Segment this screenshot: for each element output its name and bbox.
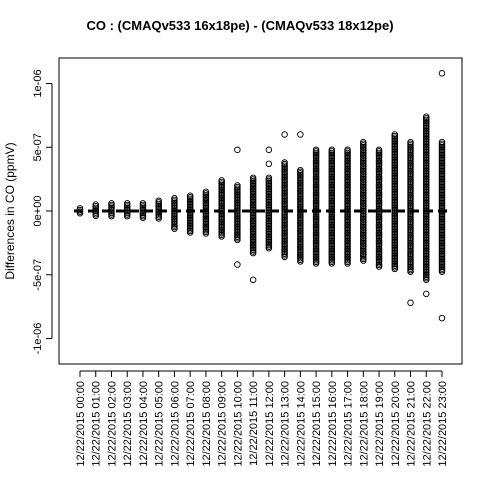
- x-tick-label: 12/22/2015 11:00: [248, 381, 260, 466]
- x-tick-label: 12/22/2015 01:00: [91, 381, 103, 467]
- data-point: [123, 212, 131, 220]
- data-point: [92, 212, 99, 220]
- y-axis: -1e-06 -5e-07 0e+00 5e-07 1e-06: [32, 69, 53, 355]
- x-tick-label: 12/22/2015 14:00: [295, 381, 307, 467]
- y-tick-label: -5e-07: [32, 259, 44, 291]
- outlier-point: [281, 131, 288, 138]
- outlier-point: [234, 146, 241, 154]
- data-point: [108, 212, 115, 220]
- data-point: [344, 260, 351, 267]
- x-tick-label: 12/22/2015 22:00: [421, 381, 433, 467]
- x-tick-label: 12/22/2015 08:00: [201, 381, 213, 467]
- x-axis: 12/22/2015 00:00 12/22/2015 01:00 12/22/20…: [75, 370, 449, 467]
- outlier-point: [423, 290, 430, 298]
- x-tick-label: 12/22/2015 15:00: [311, 381, 323, 467]
- data-point: [265, 244, 273, 252]
- x-tick-label: 12/22/2015 04:00: [138, 381, 150, 467]
- data-point: [297, 258, 304, 265]
- x-tick-label: 12/22/2015 00:00: [75, 381, 87, 467]
- data-point: [139, 214, 147, 221]
- data-point: [234, 236, 241, 244]
- data-point: [171, 225, 178, 232]
- data-point: [249, 249, 257, 257]
- plot-box: [58, 57, 463, 365]
- data-point: [218, 233, 225, 240]
- y-tick-label: 1e-06: [32, 69, 44, 97]
- outlier-point: [265, 146, 273, 154]
- x-tick-label: 12/22/2015 23:00: [437, 381, 449, 467]
- y-tick-label: 5e-07: [32, 133, 44, 161]
- x-tick-label: 12/22/2015 07:00: [185, 381, 197, 467]
- data-point: [186, 229, 194, 236]
- x-tick-label: 12/22/2015 13:00: [280, 381, 292, 467]
- x-tick-label: 12/22/2015 06:00: [169, 381, 181, 467]
- data-point: [312, 260, 320, 267]
- data-point: [202, 230, 210, 237]
- data-point: [423, 276, 430, 284]
- x-tick-label: 12/22/2015 18:00: [358, 381, 370, 467]
- x-tick-label: 12/22/2015 17:00: [343, 381, 355, 467]
- outlier-point: [249, 276, 257, 284]
- data-point: [391, 265, 399, 273]
- data-point: [438, 268, 446, 276]
- data-point: [375, 263, 383, 270]
- y-tick-label: -1e-06: [32, 323, 44, 355]
- y-axis-label: Differences in CO (ppmV): [3, 142, 17, 279]
- outlier-point: [234, 261, 241, 268]
- x-tick-label: 12/22/2015 12:00: [264, 381, 276, 467]
- x-tick-label: 12/22/2015 10:00: [232, 381, 244, 467]
- outlier-point: [438, 314, 446, 322]
- data-point: [155, 215, 162, 222]
- x-tick-label: 12/22/2015 20:00: [390, 381, 402, 467]
- data-points: [76, 70, 446, 322]
- x-tick-label: 12/22/2015 21:00: [406, 381, 418, 467]
- x-tick-label: 12/22/2015 03:00: [122, 381, 134, 467]
- data-point: [407, 268, 414, 276]
- x-tick-label: 12/22/2015 05:00: [154, 381, 166, 467]
- x-tick-label: 12/22/2015 02:00: [106, 381, 118, 467]
- outlier-point: [438, 70, 446, 77]
- outlier-point: [297, 131, 304, 138]
- data-point: [328, 260, 336, 267]
- data-point: [360, 257, 367, 264]
- chart-title: CO : (CMAQv533 16x18pe) - (CMAQv533 18x1…: [86, 18, 394, 33]
- outlier-point: [265, 160, 273, 168]
- x-tick-label: 12/22/2015 09:00: [217, 381, 229, 467]
- outlier-point: [407, 299, 414, 307]
- y-tick-label: 0e+00: [32, 196, 44, 227]
- x-tick-label: 12/22/2015 16:00: [327, 381, 339, 467]
- data-point: [281, 253, 288, 261]
- x-tick-label: 12/22/2015 19:00: [374, 381, 386, 467]
